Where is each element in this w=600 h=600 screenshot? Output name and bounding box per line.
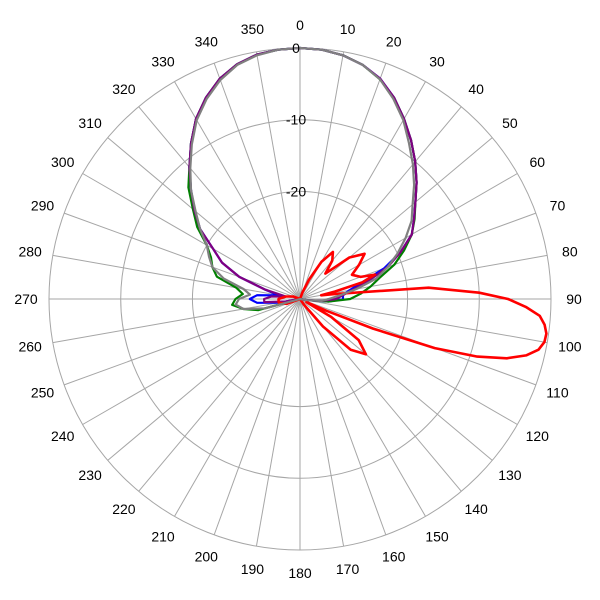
angle-tick-label: 260 [18,339,42,355]
angle-tick-label: 110 [546,385,569,401]
grid-spoke [299,212,537,300]
angle-tick-label: 100 [558,339,582,355]
angle-tick-label: 230 [78,467,102,483]
angle-tick-label: 30 [429,54,445,70]
angle-tick-label: 270 [14,291,38,307]
angle-tick-label: 70 [550,197,566,213]
grid-spoke [107,298,301,461]
grid-spoke [138,298,301,492]
series-line-4 [277,250,548,360]
grid-spoke [255,51,301,300]
grid-spoke [299,106,462,300]
angle-tick-label: 150 [425,528,449,544]
grid-spoke [107,137,301,300]
grid-spoke [299,298,387,536]
angle-tick-label: 310 [78,115,102,131]
ring-labels: 0 -10 -20 [286,40,306,199]
angle-tick-label: 300 [51,154,75,170]
angle-tick-label: 350 [241,21,265,37]
angle-tick-label: 0 [296,17,304,33]
angle-tick-label: 160 [382,548,406,564]
angle-tick-label: 10 [340,21,356,37]
grid-spoke [299,62,387,300]
angle-tick-label: 220 [112,501,136,517]
angle-tick-label: 190 [241,561,265,577]
grid-spoke [174,298,301,517]
angle-tick-label: 240 [51,428,75,444]
grid-spoke [82,173,301,300]
angle-tick-label: 210 [151,528,175,544]
grid-spoke [138,106,301,300]
grid-spoke [299,298,548,344]
angle-tick-label: 170 [336,561,360,577]
grid-spoke [299,298,493,461]
angle-tick-label: 340 [195,34,219,50]
angle-tick-label: 180 [288,565,312,581]
grid-spoke [299,298,426,517]
grid-spoke [299,298,345,547]
grid-spoke [52,298,301,344]
series-line-3 [188,46,418,304]
angle-tick-label: 130 [498,467,522,483]
angle-tick-label: 280 [18,243,42,259]
grid-spoke [213,62,301,300]
angle-tick-label: 50 [502,115,518,131]
angle-tick-label: 290 [31,197,55,213]
angle-tick-label: 330 [151,54,175,70]
radial-tick-label: 0 [292,40,300,56]
angle-tick-label: 90 [566,291,582,307]
grid-spoke [255,298,301,547]
angle-tick-label: 250 [31,385,55,401]
radial-tick-label: -20 [286,183,306,199]
grid-spoke [52,254,301,300]
series-layer [187,46,548,360]
angle-labels: 0 10 20 30 40 50 60 70 80 90 100 110 120 130 140 150 160… [14,17,582,581]
angle-tick-label: 60 [530,154,546,170]
series-line-5 [189,46,416,311]
grid-spoke [299,254,548,300]
angle-tick-label: 40 [468,81,484,97]
angle-tick-label: 80 [562,243,578,259]
grid-spoke [63,212,301,300]
grid-spoke [63,298,301,386]
grid-spoke [82,298,301,425]
angle-tick-label: 140 [464,501,488,517]
radial-tick-label: -10 [286,112,306,128]
angle-tick-label: 200 [195,548,219,564]
angle-tick-label: 120 [526,428,550,444]
grid-spoke [299,173,518,300]
angle-tick-label: 320 [112,81,136,97]
angle-tick-label: 20 [386,34,402,50]
grid-spoke [299,137,493,300]
grid-spoke [213,298,301,536]
grid-spoke [299,51,345,300]
